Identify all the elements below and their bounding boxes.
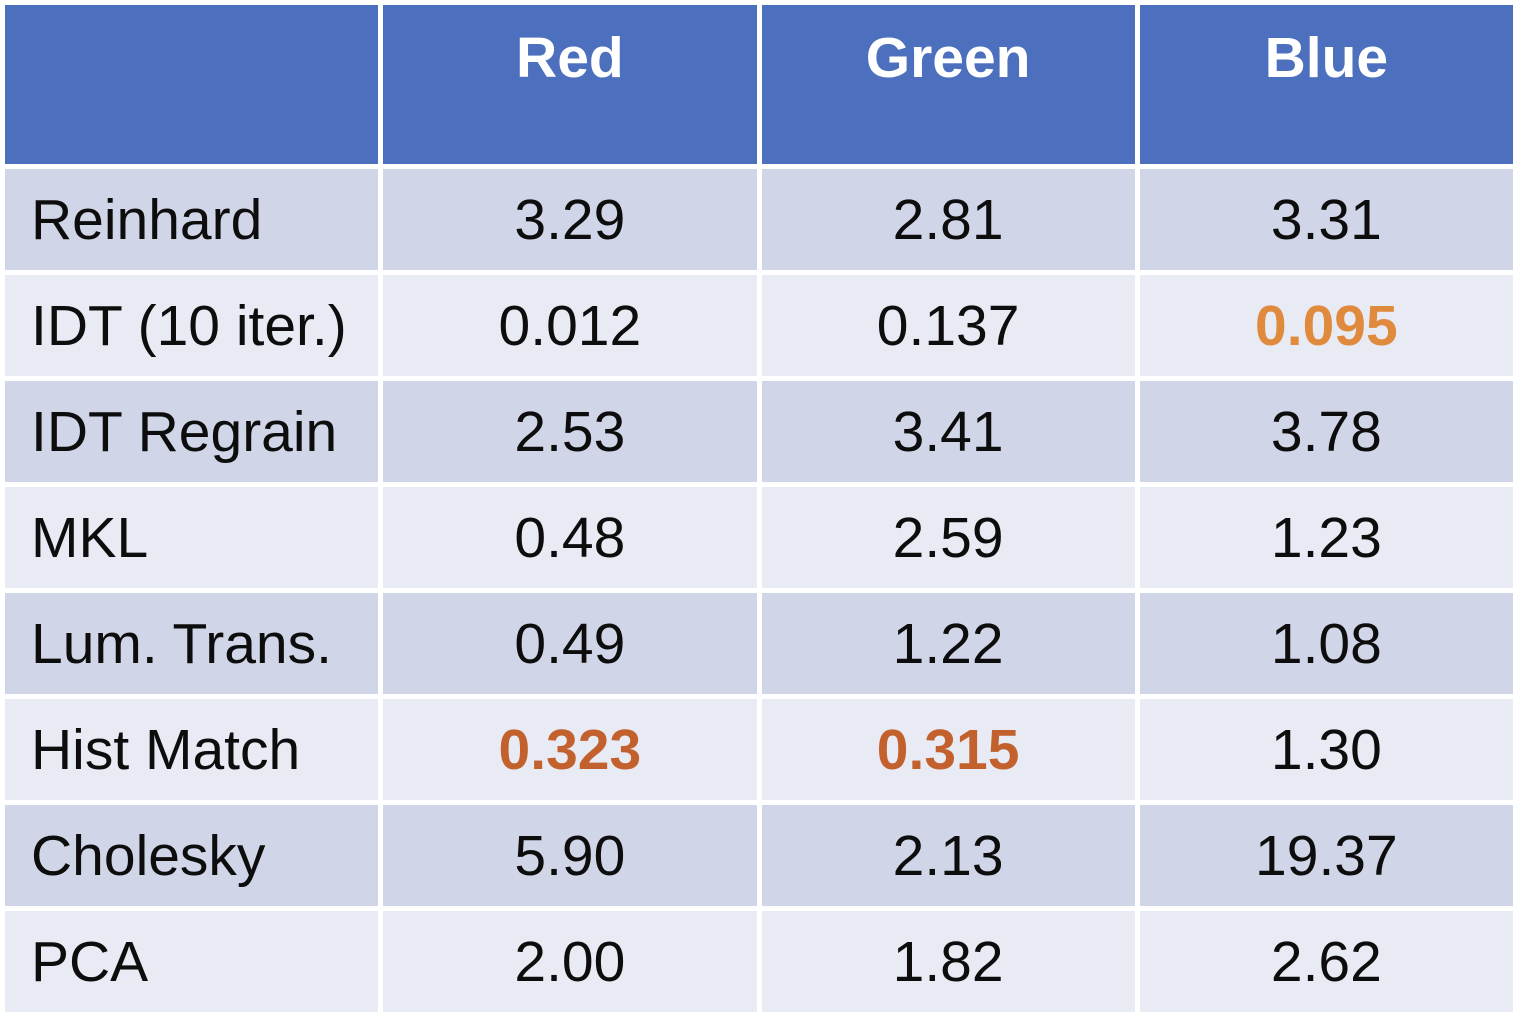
cell-cholesky-green: 2.13 [761,805,1135,906]
cell-pca-blue: 2.62 [1139,911,1513,1012]
row-label-idt-regrain: IDT Regrain [5,381,379,482]
table-row-cholesky: Cholesky 5.90 2.13 19.37 [5,805,1513,906]
cell-cholesky-red: 5.90 [383,805,757,906]
row-label-reinhard: Reinhard [5,169,379,270]
cell-reinhard-blue: 3.31 [1139,169,1513,270]
cell-idt-blue-highlighted: 0.095 [1139,275,1513,376]
cell-pca-red: 2.00 [383,911,757,1012]
header-cell-empty [5,5,379,164]
cell-mkl-green: 2.59 [761,487,1135,588]
row-label-mkl: MKL [5,487,379,588]
cell-cholesky-blue: 19.37 [1139,805,1513,906]
cell-idt-red: 0.012 [383,275,757,376]
table-row-hist-match: Hist Match 0.323 0.315 1.30 [5,699,1513,800]
header-cell-blue: Blue [1139,5,1513,164]
header-row: Red Green Blue [5,5,1513,164]
table-row-lum-trans: Lum. Trans. 0.49 1.22 1.08 [5,593,1513,694]
cell-reinhard-red: 3.29 [383,169,757,270]
cell-hist-match-blue: 1.30 [1139,699,1513,800]
table-row-pca: PCA 2.00 1.82 2.62 [5,911,1513,1012]
table-row-mkl: MKL 0.48 2.59 1.23 [5,487,1513,588]
cell-lum-trans-blue: 1.08 [1139,593,1513,694]
cell-idt-green: 0.137 [761,275,1135,376]
cell-mkl-blue: 1.23 [1139,487,1513,588]
table-row-idt-10-iter: IDT (10 iter.) 0.012 0.137 0.095 [5,275,1513,376]
cell-idt-regrain-blue: 3.78 [1139,381,1513,482]
row-label-hist-match: Hist Match [5,699,379,800]
cell-lum-trans-red: 0.49 [383,593,757,694]
cell-idt-regrain-red: 2.53 [383,381,757,482]
header-cell-red: Red [383,5,757,164]
table-row-idt-regrain: IDT Regrain 2.53 3.41 3.78 [5,381,1513,482]
cell-hist-match-red-highlighted: 0.323 [383,699,757,800]
row-label-lum-trans: Lum. Trans. [5,593,379,694]
cell-lum-trans-green: 1.22 [761,593,1135,694]
cell-hist-match-green-highlighted: 0.315 [761,699,1135,800]
row-label-idt-10-iter: IDT (10 iter.) [5,275,379,376]
cell-pca-green: 1.82 [761,911,1135,1012]
cell-mkl-red: 0.48 [383,487,757,588]
row-label-cholesky: Cholesky [5,805,379,906]
header-cell-green: Green [761,5,1135,164]
row-label-pca: PCA [5,911,379,1012]
cell-idt-regrain-green: 3.41 [761,381,1135,482]
table-row-reinhard: Reinhard 3.29 2.81 3.31 [5,169,1513,270]
cell-reinhard-green: 2.81 [761,169,1135,270]
